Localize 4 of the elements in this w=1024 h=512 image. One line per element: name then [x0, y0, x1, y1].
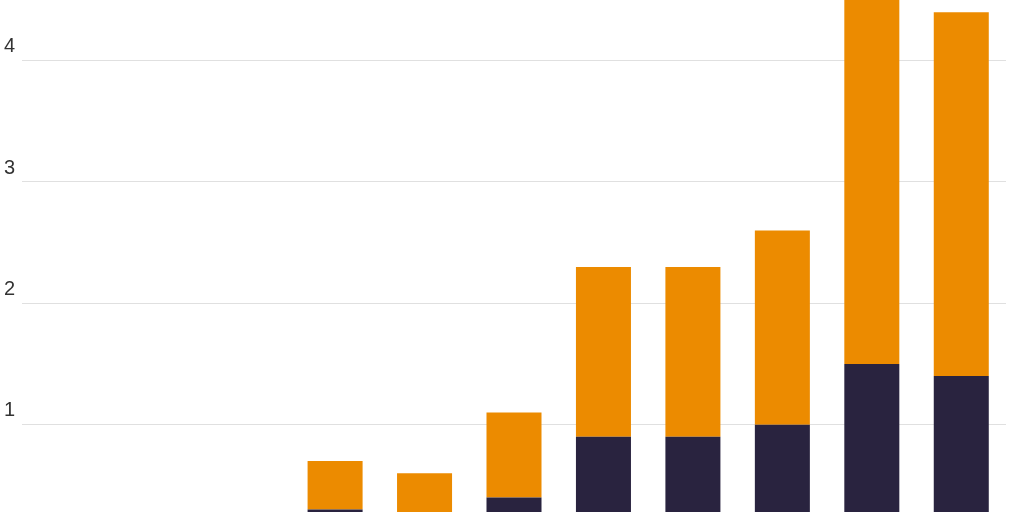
y-tick-label: 3: [4, 155, 16, 178]
y-tick-label: 4: [4, 34, 16, 57]
y-tick-label: 1: [4, 398, 16, 421]
y-tick-label: 2: [4, 276, 16, 299]
